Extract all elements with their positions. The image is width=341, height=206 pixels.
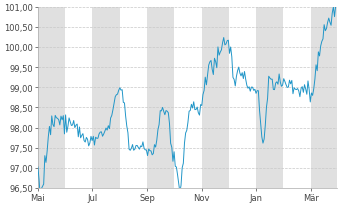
Bar (147, 8, 174, 188)
Bar (202, 8, 229, 188)
Bar (92, 8, 120, 188)
Bar (256, 8, 283, 188)
Bar (38, 8, 65, 188)
Bar (311, 8, 338, 188)
